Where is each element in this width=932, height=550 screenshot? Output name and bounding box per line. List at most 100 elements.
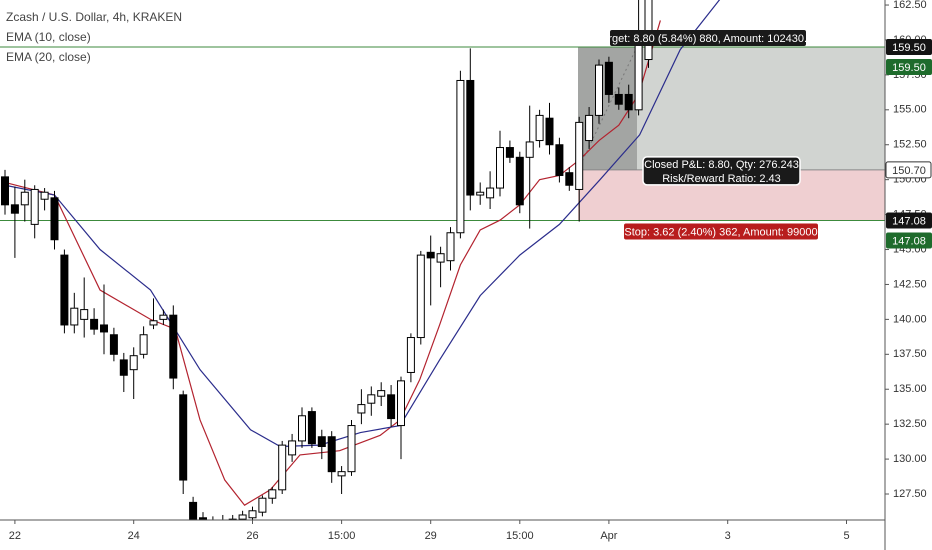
- candle-body: [248, 510, 257, 519]
- candle-body: [70, 307, 79, 326]
- candle-body: [377, 390, 386, 397]
- price-tag: 147.08: [892, 215, 926, 227]
- chart-title: Zcash / U.S. Dollar, 4h, KRAKEN: [6, 10, 182, 24]
- price-tag-box: [886, 232, 932, 249]
- candle-body: [387, 394, 396, 420]
- candle-body: [545, 117, 554, 146]
- candle-body: [278, 444, 287, 491]
- price-tag-box: [886, 58, 932, 75]
- x-tick-label: 15:00: [328, 530, 356, 542]
- candle-body: [169, 314, 178, 379]
- candle-body: [90, 318, 99, 330]
- price-tag-box: [885, 161, 932, 179]
- candle-body: [30, 188, 39, 225]
- legend-entry: EMA (10, close): [6, 30, 91, 44]
- candle-body: [159, 314, 168, 320]
- candle-body: [397, 380, 405, 427]
- candle-body: [476, 191, 485, 196]
- y-tick-label: 142.50: [893, 278, 927, 290]
- y-tick-label: 155.00: [893, 104, 927, 116]
- price-tag: 159.50: [892, 42, 926, 54]
- candle-body: [604, 61, 613, 95]
- candle-body: [347, 425, 356, 473]
- candle-body: [119, 359, 128, 376]
- candle-body: [426, 251, 435, 259]
- candle-body: [268, 489, 277, 499]
- x-tick-label: 26: [246, 530, 258, 542]
- x-tick-label: 24: [128, 530, 140, 542]
- candle-body: [179, 394, 188, 481]
- candle-body: [486, 187, 495, 199]
- candle-body: [189, 501, 198, 520]
- candle-body: [60, 254, 69, 326]
- y-tick-label: 127.50: [893, 488, 927, 500]
- price-tag: 147.08: [892, 235, 926, 247]
- candle-body: [436, 253, 445, 263]
- candle-body: [644, 0, 653, 61]
- y-tick-label: 135.00: [893, 383, 927, 395]
- candle-body: [307, 411, 316, 445]
- candle-body: [575, 121, 584, 190]
- candle-body: [634, 39, 643, 111]
- price-tag: 159.50: [892, 62, 926, 74]
- y-tick-label: 130.00: [893, 453, 927, 465]
- candle-body: [1, 176, 9, 206]
- candle-body: [446, 232, 455, 262]
- candle-body: [406, 337, 415, 373]
- candle-body: [149, 320, 158, 326]
- price-tag-box: [886, 212, 932, 229]
- candle-body: [139, 334, 148, 355]
- candle-body: [614, 93, 623, 105]
- candle-body: [317, 436, 326, 448]
- x-tick-label: 29: [425, 530, 437, 542]
- candle-body: [367, 394, 376, 404]
- y-tick-label: 140.00: [893, 313, 927, 325]
- closed-label-box: [642, 156, 801, 186]
- axes: 127.50 130.00 132.50 135.00 137.50 140.00 142.…: [9, 0, 927, 542]
- x-tick-label: 5: [843, 530, 849, 542]
- candle-body: [595, 64, 603, 116]
- candle-body: [496, 147, 504, 189]
- candle-body: [525, 141, 534, 158]
- price-tag: 150.70: [892, 165, 926, 177]
- candle-body: [585, 114, 594, 142]
- candle-body: [288, 440, 297, 456]
- overlay: Target: 8.80 (5.84%) 880, Amount: 102430…: [597, 29, 932, 249]
- candle-body: [466, 79, 475, 196]
- candle-body: [40, 191, 49, 200]
- candle-body: [129, 355, 138, 371]
- candle-body: [10, 204, 19, 214]
- closed-label: Closed P&L: 8.80, Qty: 276.243: [644, 159, 799, 171]
- y-tick-label: 132.50: [893, 418, 927, 430]
- candle-body: [624, 93, 633, 111]
- candle-body: [20, 191, 29, 206]
- candle-body: [327, 436, 336, 473]
- legend-entry: EMA (20, close): [6, 50, 91, 64]
- candle-body: [258, 497, 267, 513]
- x-tick-label: 15:00: [506, 530, 534, 542]
- target-label-box: [610, 29, 806, 46]
- candle-body: [565, 172, 574, 186]
- candle-body: [456, 79, 465, 234]
- candle-body: [555, 144, 564, 176]
- candle-body: [515, 156, 524, 206]
- stop-label-box: [624, 223, 818, 240]
- y-tick-label: 137.50: [893, 348, 927, 360]
- price-tag-box: [886, 38, 932, 55]
- candle-body: [416, 254, 425, 339]
- candle-body: [535, 114, 544, 142]
- candle-body: [80, 309, 89, 320]
- candle-body: [337, 471, 346, 477]
- candle-body: [100, 324, 108, 333]
- candle-body: [238, 514, 247, 520]
- candle-body: [109, 334, 118, 355]
- candle-body: [298, 415, 306, 442]
- target-label: Target: 8.80 (5.84%) 880, Amount: 102430…: [597, 33, 820, 45]
- ema-line: [4, 0, 721, 448]
- candle-body: [199, 517, 207, 520]
- x-tick-label: 22: [9, 530, 21, 542]
- y-tick-label: 152.50: [893, 139, 927, 151]
- candle-body: [50, 197, 59, 241]
- x-tick-label: 3: [725, 530, 731, 542]
